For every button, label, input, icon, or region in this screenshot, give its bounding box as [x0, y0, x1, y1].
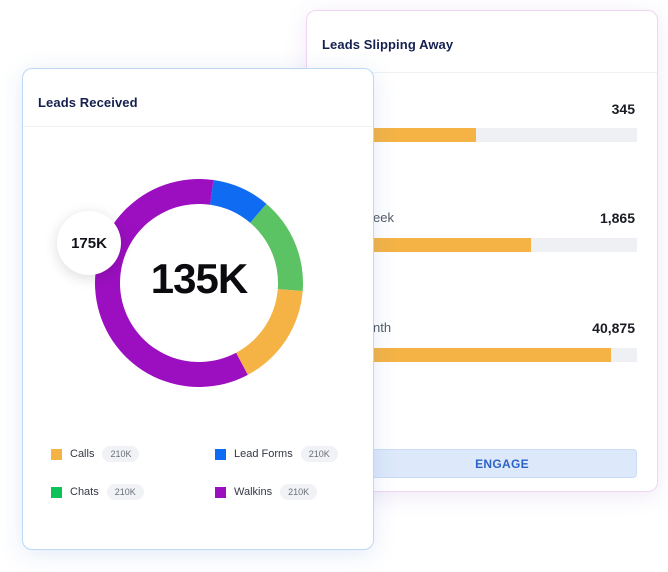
legend-count-badge: 210K — [280, 484, 318, 500]
engage-button[interactable]: ENGAGE — [367, 449, 637, 478]
slipping-row-label: nth — [373, 320, 392, 335]
legend-count-badge: 210K — [300, 446, 338, 462]
slipping-row-value: 345 — [611, 101, 635, 117]
legend-swatch — [215, 448, 226, 460]
slipping-card-title: Leads Slipping Away — [322, 37, 454, 52]
slipping-card-header: Leads Slipping Away — [307, 11, 657, 73]
donut-segment-chats — [250, 203, 303, 292]
slipping-row-value: 40,875 — [592, 320, 635, 336]
slipping-row-value: 1,865 — [599, 210, 635, 226]
legend-count-badge: 210K — [106, 484, 144, 500]
legend-item-lead-forms: Lead Forms 210K — [215, 446, 338, 462]
slipping-progress-bar — [373, 128, 637, 142]
legend-label: Calls — [70, 448, 95, 460]
slipping-progress-fill — [373, 128, 476, 142]
donut-segment-calls — [236, 289, 303, 375]
legend-item-chats: Chats 210K — [51, 484, 144, 500]
received-card-title: Leads Received — [38, 95, 138, 110]
legend-label: Lead Forms — [234, 448, 293, 460]
slipping-progress-bar — [373, 238, 637, 252]
slipping-progress-bar — [373, 348, 637, 362]
highlight-bubble: 175K — [57, 211, 121, 275]
legend-item-calls: Calls 210K — [51, 446, 140, 462]
leads-received-card: Leads Received 135K 175K Calls 210K Lead… — [22, 68, 374, 550]
received-card-header: Leads Received — [23, 69, 373, 127]
legend-label: Walkins — [234, 486, 273, 498]
donut-segment-lead-forms — [210, 180, 267, 223]
slipping-progress-fill — [373, 348, 611, 362]
legend-swatch — [51, 448, 62, 460]
legend-item-walkins: Walkins 210K — [215, 484, 318, 500]
legend-swatch — [215, 486, 226, 498]
legend-swatch — [51, 486, 62, 498]
slipping-progress-fill — [373, 238, 532, 252]
legend-label: Chats — [70, 486, 99, 498]
donut-center-value: 135K — [150, 255, 248, 302]
legend-count-badge: 210K — [102, 446, 140, 462]
donut-segment-walkins — [95, 179, 248, 387]
leads-donut-chart — [95, 179, 303, 387]
slipping-row-label: eek — [373, 210, 394, 225]
